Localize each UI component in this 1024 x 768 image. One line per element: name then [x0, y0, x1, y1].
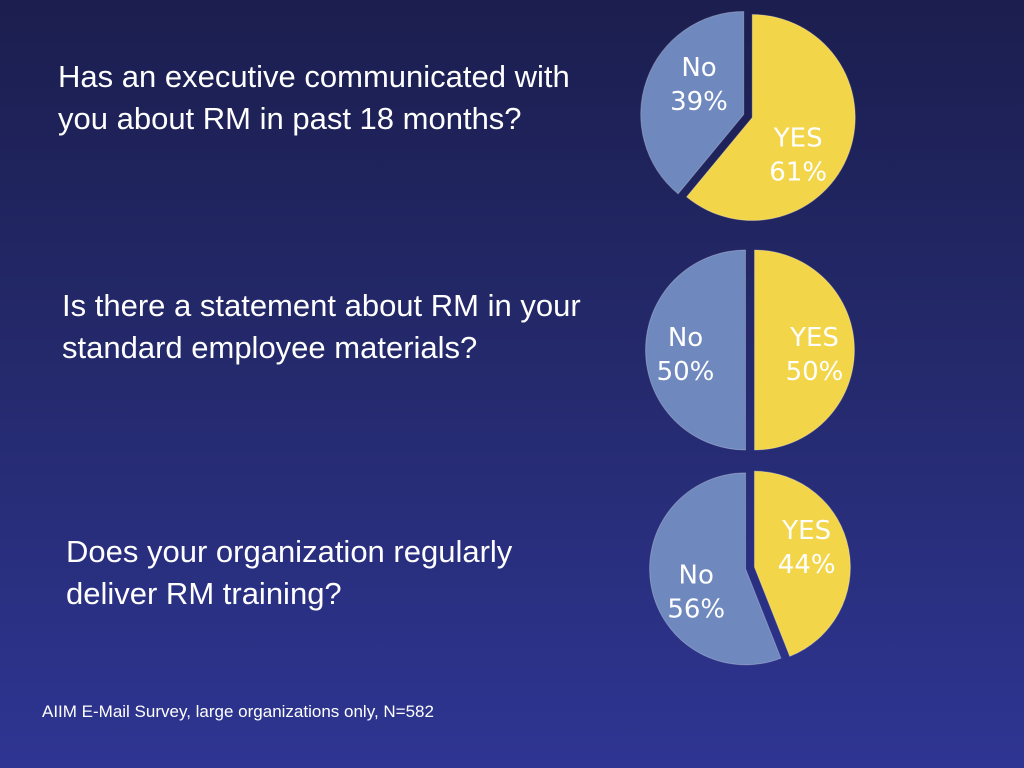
pie-label-no: No: [679, 561, 714, 591]
pie-slice-no: [649, 472, 782, 666]
pie-value-yes: 44%: [778, 550, 836, 580]
question-2: Is there a statement about RM in your st…: [62, 288, 581, 365]
source-note: AIIM E-Mail Survey, large organizations …: [42, 702, 434, 721]
pie-slice-yes: [753, 470, 851, 658]
pie-slice-no: [645, 249, 746, 451]
pie-chart-executive-communication: YES 61% No 39%: [640, 10, 856, 221]
pie-value-yes: 61%: [769, 158, 827, 188]
pie-slice-yes: [754, 249, 855, 451]
pie-value-yes: 50%: [786, 357, 844, 387]
pie-label-no: No: [681, 53, 716, 83]
pie-label-no: No: [668, 323, 703, 353]
pie-label-yes: YES: [781, 516, 831, 546]
pie-slice-no: [640, 10, 745, 195]
pie-chart-rm-training: YES 44% No 56%: [649, 470, 851, 666]
question-1: Has an executive communicated with you a…: [58, 59, 570, 136]
pie-slice-yes: [685, 14, 856, 221]
pie-value-no: 50%: [657, 357, 715, 387]
pie-chart-employee-materials: YES 50% No 50%: [645, 249, 855, 451]
pie-label-yes: YES: [773, 124, 823, 154]
pie-value-no: 39%: [670, 87, 728, 117]
question-3: Does your organization regularly deliver…: [66, 534, 513, 611]
pie-label-yes: YES: [789, 323, 839, 353]
pie-value-no: 56%: [667, 595, 725, 625]
